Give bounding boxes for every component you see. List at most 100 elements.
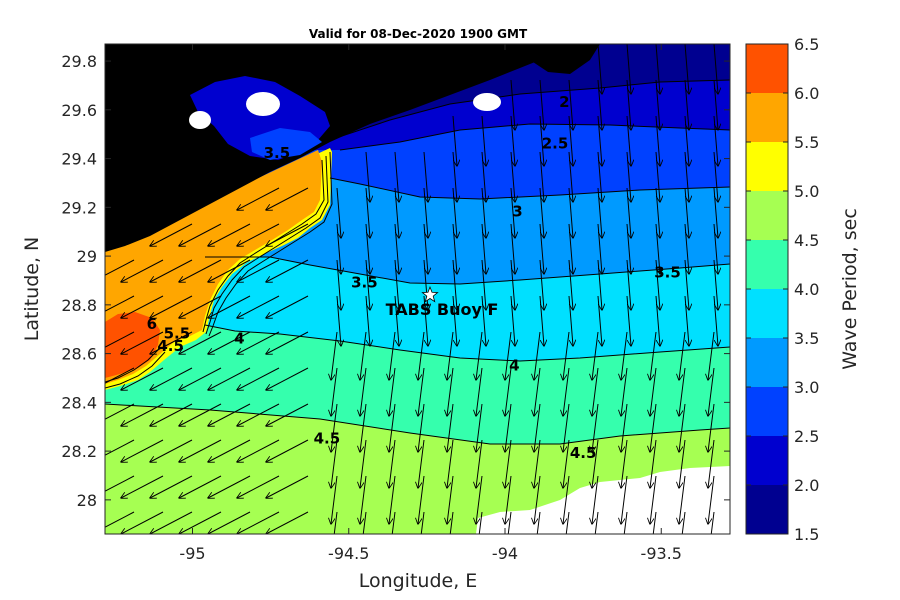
y-tick-label: 28.2 xyxy=(61,442,97,461)
y-tick-label: 29.6 xyxy=(61,101,97,120)
direction-arrow xyxy=(655,295,660,346)
direction-arrow xyxy=(394,259,399,310)
direction-arrow xyxy=(534,439,541,488)
direction-arrow xyxy=(208,331,251,354)
direction-arrow xyxy=(650,367,657,416)
direction-arrow xyxy=(418,439,425,488)
direction-arrow xyxy=(713,187,718,238)
map-field xyxy=(105,44,730,534)
direction-arrow xyxy=(237,259,280,282)
direction-arrow xyxy=(534,475,541,524)
direction-arrow xyxy=(105,259,135,276)
direction-arrow xyxy=(452,115,457,166)
direction-arrow xyxy=(650,475,657,524)
direction-arrow xyxy=(447,439,454,488)
direction-arrow xyxy=(331,331,338,380)
direction-arrow xyxy=(266,511,309,534)
direction-arrow xyxy=(360,439,367,488)
direction-arrow xyxy=(563,367,570,416)
direction-arrow xyxy=(563,439,570,488)
direction-arrow xyxy=(420,511,425,534)
contour-label: 3.5 xyxy=(351,273,378,291)
contour-label: 4 xyxy=(234,329,244,347)
direction-arrow xyxy=(121,403,164,426)
direction-arrow xyxy=(478,511,483,534)
direction-arrow xyxy=(121,475,164,498)
direction-arrow xyxy=(684,187,689,238)
direction-arrow xyxy=(505,367,512,416)
direction-arrow xyxy=(336,295,341,346)
direction-arrow xyxy=(447,367,454,416)
direction-arrow xyxy=(391,511,396,534)
direction-arrow xyxy=(684,295,689,346)
direction-arrow xyxy=(505,403,512,452)
direction-arrow xyxy=(476,403,483,452)
contour-label: 4.5 xyxy=(570,444,597,462)
direction-arrow xyxy=(592,403,599,452)
direction-arrow xyxy=(208,367,251,390)
direction-arrow xyxy=(360,403,367,452)
direction-arrow xyxy=(534,331,541,380)
contour-lines xyxy=(105,79,730,445)
direction-arrow xyxy=(418,475,425,524)
direction-arrow xyxy=(336,187,341,238)
colorbar-tick-label: 5.0 xyxy=(794,182,819,201)
direction-arrow xyxy=(510,187,515,238)
direction-arrow xyxy=(626,187,631,238)
direction-arrow xyxy=(179,367,222,390)
direction-arrow xyxy=(394,151,399,202)
direction-arrow xyxy=(389,439,396,488)
direction-arrow xyxy=(626,115,631,166)
direction-arrow xyxy=(713,151,718,202)
direction-arrow xyxy=(650,331,657,380)
direction-arrow xyxy=(389,403,396,452)
colorbar-segment xyxy=(746,485,788,534)
colorbar-segment xyxy=(746,142,788,191)
direction-arrow xyxy=(423,223,428,274)
direction-arrow xyxy=(452,187,457,238)
direction-arrow xyxy=(208,259,251,282)
direction-arrow xyxy=(510,115,515,166)
direction-arrow xyxy=(266,367,309,390)
direction-arrow xyxy=(179,331,222,354)
direction-arrow xyxy=(679,331,686,380)
x-axis-ticks: -95 -94.5 -94 -93.5 xyxy=(179,44,682,563)
direction-arrow xyxy=(150,367,193,390)
direction-arrow xyxy=(121,259,164,282)
direction-arrow xyxy=(510,259,515,310)
direction-arrow xyxy=(684,259,689,310)
direction-arrow xyxy=(237,223,280,246)
direction-arrow xyxy=(389,475,396,524)
direction-arrows xyxy=(105,44,718,534)
direction-arrow xyxy=(447,331,454,380)
direction-arrow xyxy=(650,439,657,488)
direction-arrow xyxy=(150,223,193,246)
direction-arrow xyxy=(539,223,544,274)
direction-arrow xyxy=(394,187,399,238)
direction-arrow xyxy=(539,151,544,202)
lake-patch xyxy=(189,111,211,129)
direction-arrow xyxy=(597,223,602,274)
direction-arrow xyxy=(362,511,367,534)
direction-arrow xyxy=(208,475,251,498)
direction-arrow xyxy=(681,511,686,534)
colorbar-tick-label: 2.0 xyxy=(794,476,819,495)
direction-arrow xyxy=(447,475,454,524)
direction-arrow xyxy=(476,439,483,488)
contour-label: 3 xyxy=(512,203,522,221)
direction-arrow xyxy=(708,475,715,524)
direction-arrow xyxy=(539,295,544,346)
x-tick-label: -95 xyxy=(179,544,205,563)
direction-arrow xyxy=(150,403,193,426)
direction-arrow xyxy=(481,187,486,238)
colorbar-segment xyxy=(746,338,788,387)
direction-arrow xyxy=(105,475,135,492)
buoy-station: TABS Buoy F xyxy=(386,285,498,319)
direction-arrow xyxy=(150,331,193,354)
direction-arrow xyxy=(208,439,251,462)
direction-arrow xyxy=(179,295,222,318)
direction-arrow xyxy=(418,367,425,416)
direction-arrow xyxy=(684,44,689,94)
colorbar-segment xyxy=(746,44,788,93)
direction-arrow xyxy=(237,187,280,210)
